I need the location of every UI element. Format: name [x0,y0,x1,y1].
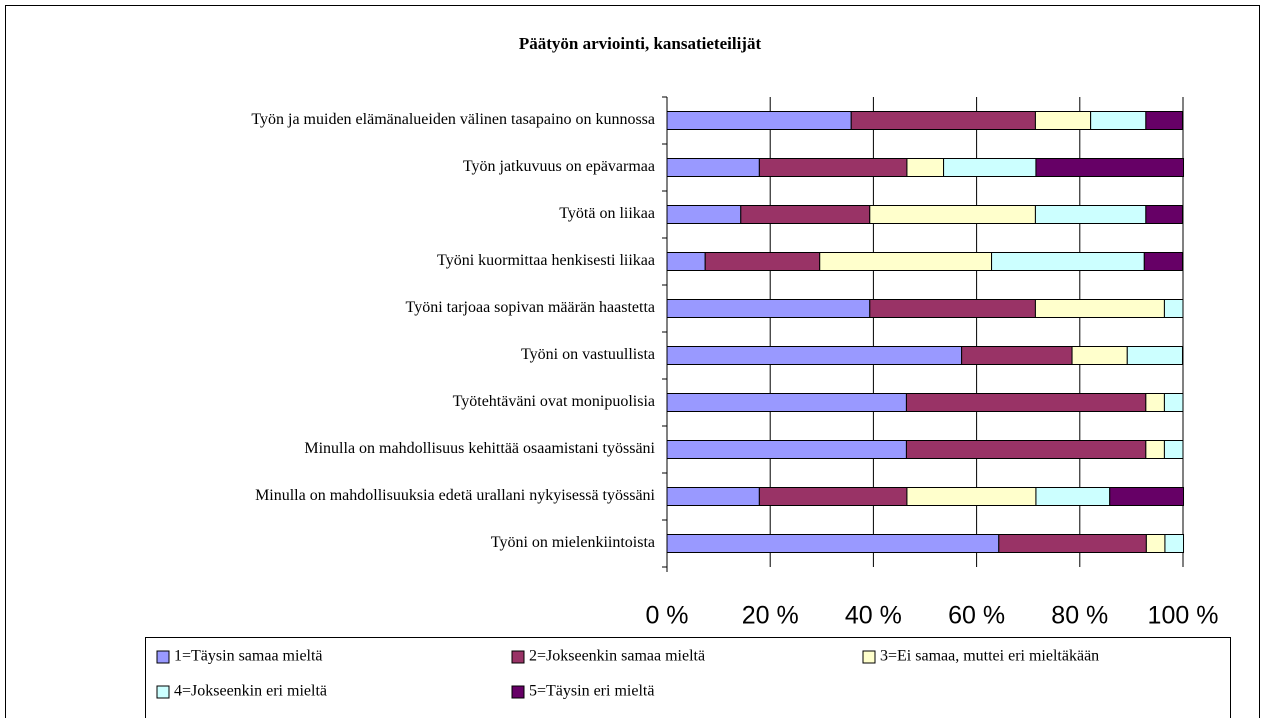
legend-label: 3=Ei samaa, muttei eri mieltäkään [880,648,1099,665]
bar-segment [666,158,760,177]
bar-segment [666,205,742,224]
bar-segment [1034,205,1147,224]
bar-segment [1109,487,1185,506]
bar-segment [666,487,760,506]
bar-segment [1071,346,1128,365]
y-tick-label: Työni kuormittaa henkisesti liikaa [437,252,655,269]
bar-segment [1143,252,1183,271]
bar-segment [666,252,706,271]
bar-segment [1145,534,1166,553]
bar-segment [666,111,852,130]
legend-swatch [156,685,170,699]
bar-segment [961,346,1073,365]
bar-segment [1163,393,1184,412]
legend-label: 4=Jokseenkin eri mieltä [174,683,327,700]
bar-segment [819,252,993,271]
legend-swatch [862,650,876,664]
legend-swatch [511,650,525,664]
x-tick-label: 40 % [845,602,902,630]
y-tick-label: Työtä on liikaa [559,205,655,222]
bar-segment [1164,534,1185,553]
y-tick-label: Työni tarjoaa sopivan määrän haastetta [406,299,655,316]
bar-segment [704,252,821,271]
y-tick-label: Työn jatkuvuus on epävarmaa [463,158,655,175]
chart-title: Päätyön arviointi, kansatieteilijät [519,34,762,53]
legend-box [145,637,1231,718]
legend-label: 2=Jokseenkin samaa mieltä [529,648,705,665]
bar-segment [906,158,945,177]
bar-segment [666,346,963,365]
x-tick-label: 80 % [1051,602,1108,630]
y-tick-label: Minulla on mahdollisuuksia edetä urallan… [255,487,655,504]
bar-segment [666,299,871,318]
legend-swatch [511,685,525,699]
bar-segment [1145,440,1165,459]
legend-label: 1=Täysin samaa mieltä [174,648,323,665]
bar-segment [666,534,1000,553]
y-tick-label: Minulla on mahdollisuus kehittää osaamis… [304,440,655,457]
x-tick-label: 0 % [645,602,688,630]
x-tick-label: 60 % [948,602,1005,630]
y-tick-label: Työn ja muiden elämänalueiden välinen ta… [251,111,655,128]
bar-segment [850,111,1036,130]
bar-segment [905,393,1147,412]
bar-segment [1035,158,1185,177]
x-tick-label: 20 % [742,602,799,630]
y-tick-label: Työni on vastuullista [521,346,655,363]
bar-segment [740,205,871,224]
bar-segment [943,158,1037,177]
bar-segment [869,299,1036,318]
bar-segment [758,487,908,506]
legend-label: 5=Täysin eri mieltä [529,683,654,700]
bar-segment [666,440,907,459]
bar-segment [1163,440,1184,459]
bar-segment [905,440,1147,459]
bar-segment [1145,393,1165,412]
bar-segment [869,205,1036,224]
legend-swatch [156,650,170,664]
bar-segment [1035,487,1111,506]
bar-segment [666,393,907,412]
x-tick-label: 100 % [1148,602,1219,630]
bar-segment [1145,205,1183,224]
bar-segment [1145,111,1183,130]
bar-segment [1126,346,1183,365]
bar-segment [1090,111,1147,130]
bar-segment [1034,111,1092,130]
y-tick-label: Työni on mielenkiintoista [491,534,655,551]
y-tick-label: Työtehtäväni ovat monipuolisia [453,393,655,410]
bar-segment [1163,299,1184,318]
bar-segment [1034,299,1165,318]
bar-segment [906,487,1037,506]
bar-segment [991,252,1145,271]
bar-segment [758,158,908,177]
bar-segment [998,534,1147,553]
